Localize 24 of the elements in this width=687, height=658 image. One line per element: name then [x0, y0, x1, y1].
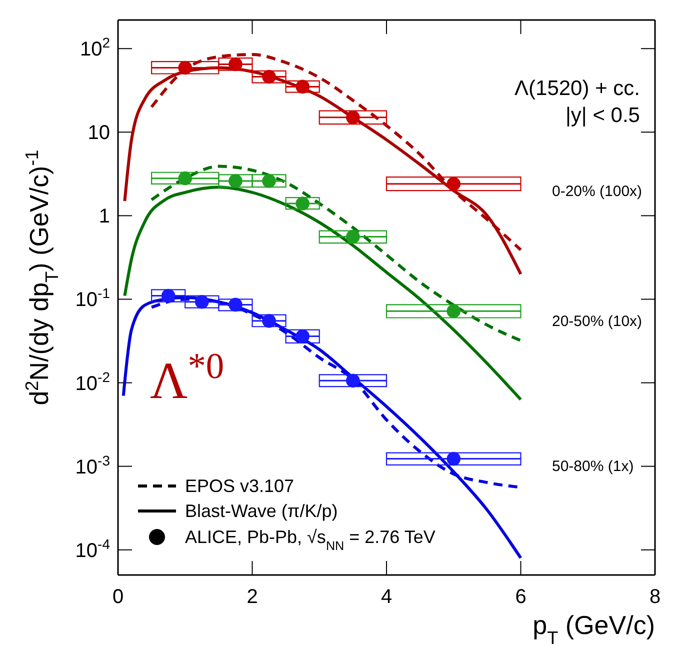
x-tick-label: 0	[112, 586, 124, 608]
annotation: Λ$^{*0}$	[150, 346, 224, 410]
annotation: 0-20% (100x)	[552, 183, 642, 200]
y-tick-label: 10$^{2}$	[80, 34, 110, 61]
annotation: 50-80% (1x)	[552, 458, 634, 475]
annotation: ALICE, Pb-Pb, √s$_{NN}$ = 2.76 TeV	[185, 527, 436, 553]
x-tick-label: 2	[246, 586, 258, 608]
x-tick-label: 6	[515, 586, 526, 608]
annotation: |y| < 0.5	[565, 104, 640, 127]
x-axis-title: p$_{T}$ (GeV/c)	[532, 610, 655, 648]
annotation: 20-50% (10x)	[552, 313, 642, 330]
y-tick-label: 10$^{-2}$	[75, 368, 110, 395]
line-series	[123, 186, 522, 402]
y-tick-label: 10$^{-3}$	[75, 452, 110, 478]
line-series	[150, 164, 522, 342]
x-tick-label: 4	[380, 586, 392, 608]
y-tick-label: 10$^{-4}$	[75, 536, 110, 562]
y-tick-label: 1	[98, 206, 110, 228]
x-tick-label: 8	[649, 586, 661, 608]
annotation: Λ(1520) + cc.	[514, 77, 640, 100]
annotation: Blast-Wave (π/K/p)	[185, 501, 338, 521]
y-tick-label: 10	[88, 122, 110, 144]
annotation: EPOS v3.107	[185, 476, 294, 496]
y-tick-label: 10$^{-1}$	[75, 285, 110, 312]
